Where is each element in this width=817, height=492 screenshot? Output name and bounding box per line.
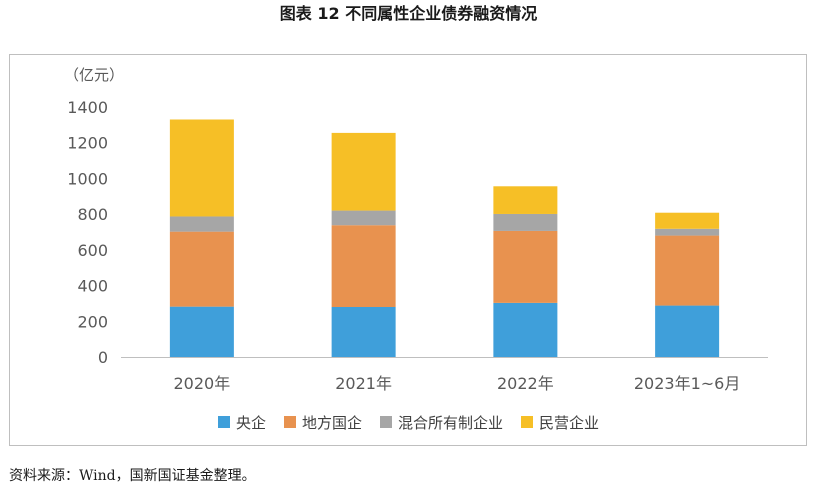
- bar-segment-1-cat-1: [169, 306, 234, 357]
- bar-segment-2-cat-3: [493, 230, 558, 303]
- legend-item-1: 央企: [217, 412, 266, 433]
- y-tick-labels: 0 200 400 600 800 1000 1200 1400: [67, 98, 108, 367]
- source-note: 资料来源：Wind，国新国证基金整理。: [9, 468, 256, 484]
- y-tick-label: 1200: [67, 134, 108, 153]
- bar-segment-4-cat-3: [493, 186, 558, 214]
- chart-legend: 央企 地方国企 混合所有制企业 民营企业: [0, 412, 817, 432]
- y-axis-label-layer: （亿元）: [64, 66, 124, 84]
- legend-item-2: 地方国企: [283, 412, 362, 433]
- legend-swatch: [521, 416, 534, 428]
- figure-title: 图表 12 不同属性企业债券融资情况: [279, 4, 538, 23]
- legend-swatch: [380, 416, 392, 428]
- legend-swatch: [217, 416, 230, 428]
- x-tick-label: 2023年1~6月: [634, 374, 741, 393]
- y-tick-label: 400: [77, 277, 108, 296]
- legend-label: 混合所有制企业: [398, 413, 504, 432]
- y-tick-label: 1000: [67, 169, 108, 188]
- bar-segment-2-cat-1: [169, 231, 234, 307]
- bar-segment-2-cat-2: [331, 225, 396, 307]
- bar-segment-4-cat-1: [169, 119, 234, 217]
- bar-segment-2-cat-4: [655, 235, 720, 306]
- bar-segment-1-cat-2: [331, 307, 396, 357]
- bar-segment-3-cat-4: [655, 228, 720, 236]
- y-axis-label: （亿元）: [64, 66, 124, 84]
- legend-label: 央企: [235, 413, 266, 432]
- y-tick-label: 800: [77, 205, 108, 224]
- bar-segment-1-cat-4: [655, 305, 720, 357]
- legend-item-3: 混合所有制企业: [380, 412, 503, 433]
- y-tick-label: 600: [77, 241, 108, 260]
- bar-segment-3-cat-2: [331, 210, 396, 226]
- bar-segment-4-cat-4: [655, 212, 720, 229]
- y-tick-label: 1400: [67, 98, 108, 117]
- x-tick-label: 2022年: [497, 374, 554, 393]
- bar-segment-3-cat-3: [493, 213, 558, 231]
- bar-segment-1-cat-3: [493, 302, 558, 357]
- x-tick-labels: 2020年 2021年 2022年 2023年1~6月: [174, 374, 741, 393]
- legend-swatch: [283, 416, 296, 428]
- bars: [169, 119, 720, 357]
- bar-segment-3-cat-1: [169, 216, 234, 232]
- legend-item-4: 民营企业: [521, 412, 599, 433]
- legend-label: 民营企业: [539, 413, 600, 432]
- y-tick-label: 0: [98, 348, 108, 367]
- legend-label: 地方国企: [301, 413, 362, 432]
- bar-segment-4-cat-2: [331, 132, 396, 211]
- y-tick-label: 200: [77, 312, 108, 331]
- x-tick-label: 2020年: [174, 374, 231, 393]
- x-tick-label: 2021年: [335, 374, 392, 393]
